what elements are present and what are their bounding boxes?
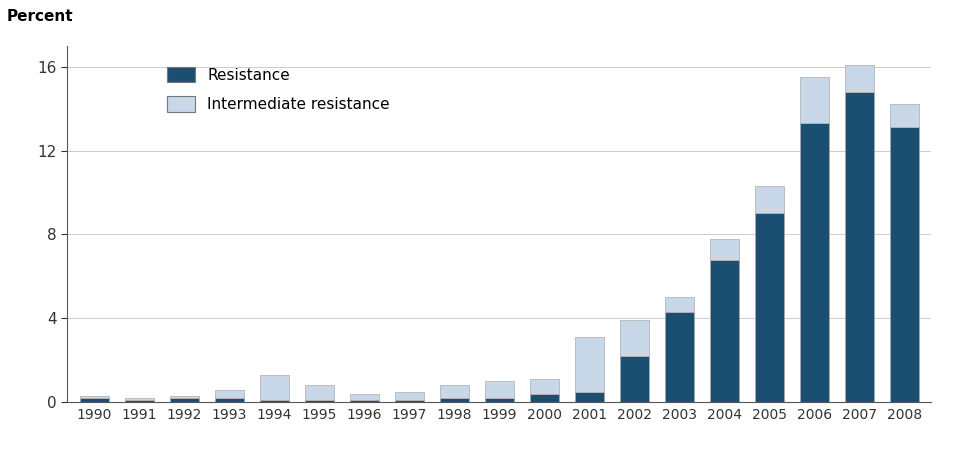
Bar xyxy=(395,400,423,402)
Bar xyxy=(530,394,559,402)
Bar xyxy=(440,398,468,402)
Bar xyxy=(800,123,828,402)
Bar xyxy=(125,400,154,402)
Bar xyxy=(619,320,649,356)
Bar xyxy=(215,398,244,402)
Bar xyxy=(575,337,604,392)
Bar xyxy=(755,186,783,213)
Bar xyxy=(440,385,468,398)
Bar xyxy=(304,400,334,402)
Bar xyxy=(755,213,783,402)
Bar xyxy=(395,392,423,400)
Bar xyxy=(800,77,828,123)
Bar xyxy=(349,394,379,400)
Bar xyxy=(259,400,289,402)
Bar xyxy=(664,312,694,402)
Bar xyxy=(664,298,694,312)
Bar xyxy=(619,356,649,402)
Bar xyxy=(485,398,514,402)
Bar xyxy=(215,389,244,398)
Bar xyxy=(709,260,739,402)
Text: Percent: Percent xyxy=(7,9,73,24)
Bar xyxy=(890,104,919,128)
Bar xyxy=(845,64,874,92)
Legend: Resistance, Intermediate resistance: Resistance, Intermediate resistance xyxy=(161,60,396,118)
Bar xyxy=(304,385,334,400)
Bar xyxy=(845,92,874,402)
Bar xyxy=(575,392,604,402)
Bar xyxy=(890,128,919,402)
Bar xyxy=(485,381,514,398)
Bar xyxy=(170,398,199,402)
Bar xyxy=(170,396,199,398)
Bar xyxy=(530,379,559,394)
Bar xyxy=(709,239,739,260)
Bar xyxy=(349,400,379,402)
Bar xyxy=(125,398,154,400)
Bar xyxy=(80,398,108,402)
Bar xyxy=(80,396,108,398)
Bar xyxy=(259,375,289,400)
